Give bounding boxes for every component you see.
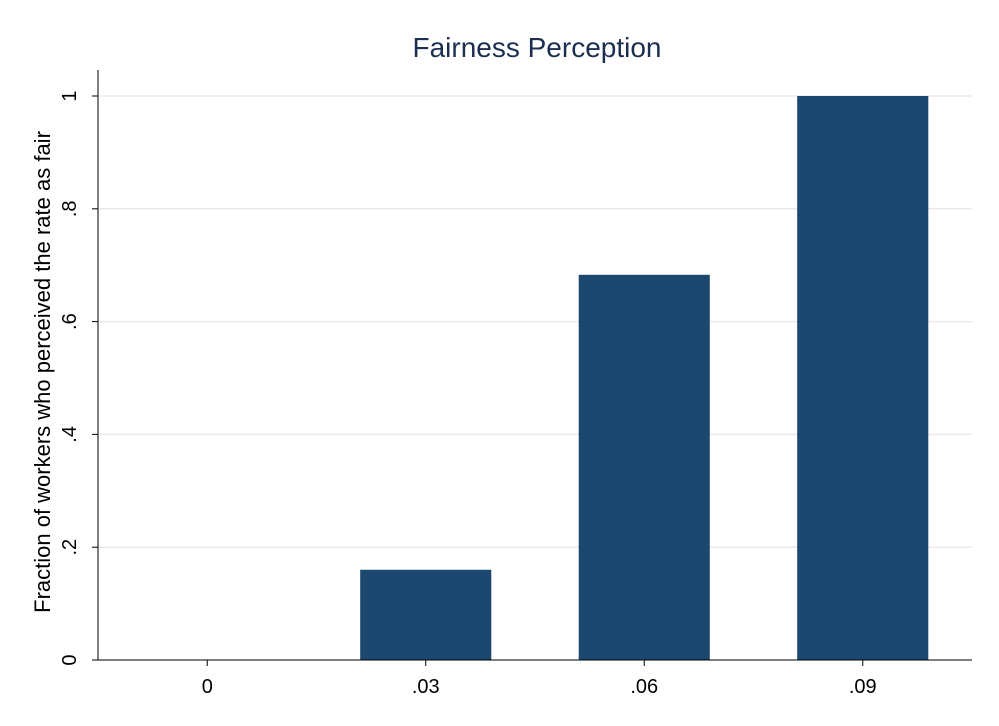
x-tick-label: .06 [630, 676, 658, 698]
y-tick-label: 0 [59, 654, 81, 665]
bar [578, 274, 710, 660]
bar [360, 569, 492, 660]
chart-title: Fairness Perception [412, 32, 661, 63]
x-ticks: 0 .03 .06 .09 [202, 660, 877, 698]
y-axis-label: Fraction of workers who perceived the ra… [30, 131, 55, 613]
y-ticks: 0 .2 .4 .6 .8 1 [59, 90, 98, 666]
x-tick-label: .03 [412, 676, 440, 698]
x-tick-label: 0 [202, 676, 213, 698]
x-tick-label: .09 [849, 676, 877, 698]
y-tick-label: .8 [59, 200, 81, 217]
y-tick-label: .6 [59, 313, 81, 330]
y-tick-label: .2 [59, 539, 81, 556]
axes [97, 70, 972, 661]
bar [797, 96, 929, 660]
y-tick-label: 1 [59, 90, 81, 101]
y-tick-label: .4 [59, 426, 81, 443]
bars [360, 96, 929, 660]
